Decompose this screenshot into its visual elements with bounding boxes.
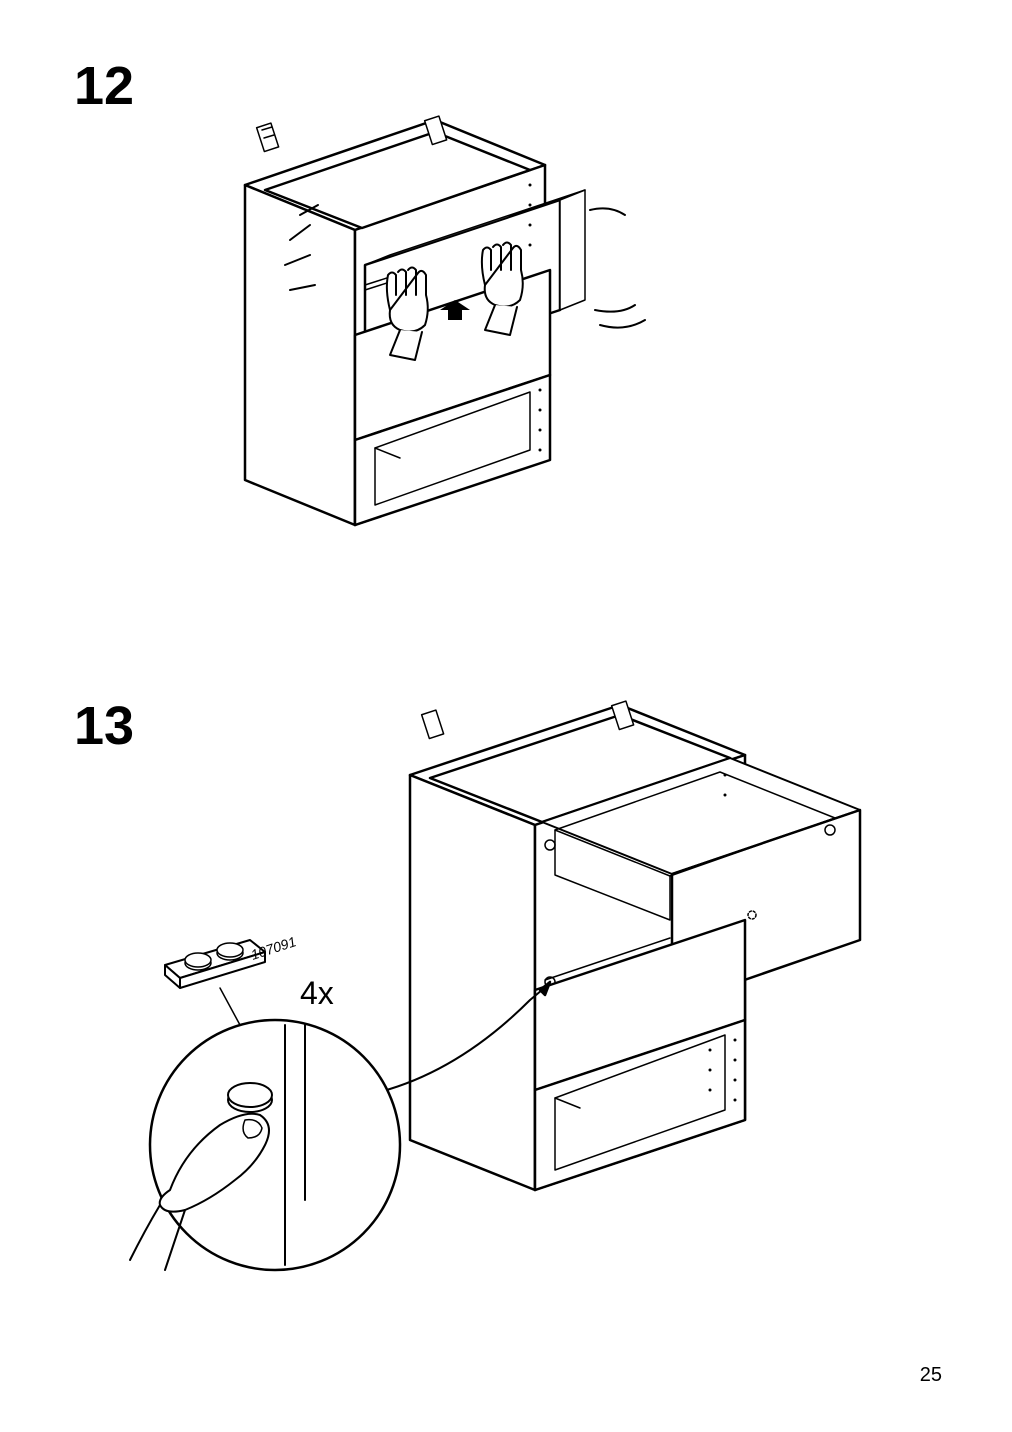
cabinet-drawer-push-svg xyxy=(190,110,710,540)
quantity-text: 4x xyxy=(300,975,334,1011)
step-12-label: 12 xyxy=(74,56,134,116)
step-number-12: 12 xyxy=(74,55,134,117)
cabinet-bumper-install-svg xyxy=(90,700,930,1300)
page-number: 25 xyxy=(920,1364,942,1387)
quantity-callout: 4x xyxy=(300,975,334,1012)
step-13-illustration xyxy=(90,700,930,1300)
step-12-illustration xyxy=(190,110,710,540)
page-number-text: 25 xyxy=(920,1364,942,1386)
